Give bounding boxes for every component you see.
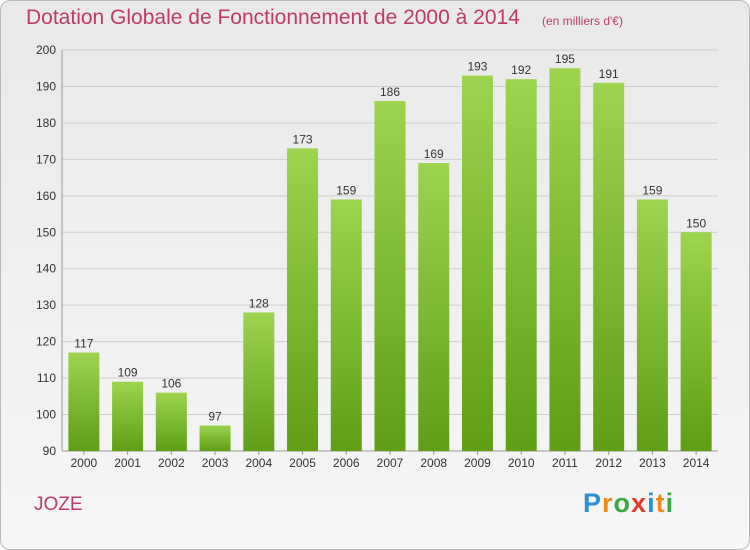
data-label: 97 xyxy=(208,409,222,423)
logo-letter: P xyxy=(583,488,603,518)
logo-letter: t xyxy=(655,488,666,518)
x-tick-label: 2007 xyxy=(377,456,404,470)
data-label: 106 xyxy=(161,377,181,391)
bar xyxy=(680,232,712,451)
x-tick-label: 2014 xyxy=(683,456,710,470)
data-label: 193 xyxy=(467,60,487,74)
y-tick-label: 180 xyxy=(36,116,56,130)
y-tick-label: 120 xyxy=(36,335,56,349)
bar xyxy=(112,381,144,451)
y-tick-label: 160 xyxy=(36,189,56,203)
data-label: 117 xyxy=(74,337,93,351)
x-tick-label: 2011 xyxy=(552,456,578,470)
x-tick-label: 2000 xyxy=(71,456,98,470)
bar xyxy=(593,82,625,452)
chart-title: Dotation Globale de Fonctionnement de 20… xyxy=(26,6,520,29)
bar xyxy=(418,163,450,451)
y-tick-label: 170 xyxy=(36,152,56,166)
bar xyxy=(505,79,537,451)
bar xyxy=(374,101,406,451)
data-label: 195 xyxy=(555,52,575,66)
bar xyxy=(243,312,275,451)
data-label: 150 xyxy=(686,216,706,230)
logo-letter: i xyxy=(647,488,656,518)
data-label: 128 xyxy=(249,296,269,310)
x-tick-label: 2009 xyxy=(464,456,491,470)
y-tick-label: 200 xyxy=(36,43,56,57)
bar xyxy=(287,148,319,451)
bar xyxy=(636,199,668,451)
data-label: 173 xyxy=(293,132,313,146)
data-label: 159 xyxy=(642,183,662,197)
x-tick-label: 2002 xyxy=(158,456,185,470)
y-tick-label: 110 xyxy=(37,371,56,385)
logo-letter: i xyxy=(665,488,675,518)
data-label: 192 xyxy=(511,63,531,77)
chart-unit-label: (en milliers d'€) xyxy=(542,14,623,28)
commune-name: JOZE xyxy=(34,494,83,515)
y-tick-label: 90 xyxy=(43,444,57,458)
y-tick-label: 100 xyxy=(36,408,56,422)
x-tick-label: 2001 xyxy=(114,456,141,470)
data-label: 109 xyxy=(118,366,138,380)
x-tick-label: 2008 xyxy=(420,456,447,470)
data-label: 186 xyxy=(380,85,400,99)
bar xyxy=(330,199,362,451)
x-tick-label: 2004 xyxy=(245,456,272,470)
x-tick-label: 2013 xyxy=(639,456,666,470)
x-tick-label: 2010 xyxy=(508,456,535,470)
bar xyxy=(155,392,187,451)
y-tick-label: 130 xyxy=(36,298,56,312)
bar xyxy=(461,75,493,451)
logo-letter: r xyxy=(602,488,614,518)
x-tick-label: 2012 xyxy=(595,456,622,470)
y-tick-label: 190 xyxy=(36,79,56,93)
x-tick-label: 2006 xyxy=(333,456,360,470)
logo-letter: x xyxy=(631,488,648,518)
proxiti-logo: Proxiti xyxy=(583,488,674,519)
y-tick-label: 140 xyxy=(36,262,56,276)
data-label: 191 xyxy=(599,67,619,81)
y-tick-label: 150 xyxy=(36,225,56,239)
x-tick-label: 2003 xyxy=(202,456,229,470)
data-label: 159 xyxy=(336,183,356,197)
bar xyxy=(549,68,581,452)
data-label: 169 xyxy=(424,147,444,161)
x-tick-label: 2005 xyxy=(289,456,316,470)
bar xyxy=(199,425,231,451)
logo-letter: o xyxy=(613,488,632,518)
bar xyxy=(68,352,100,451)
